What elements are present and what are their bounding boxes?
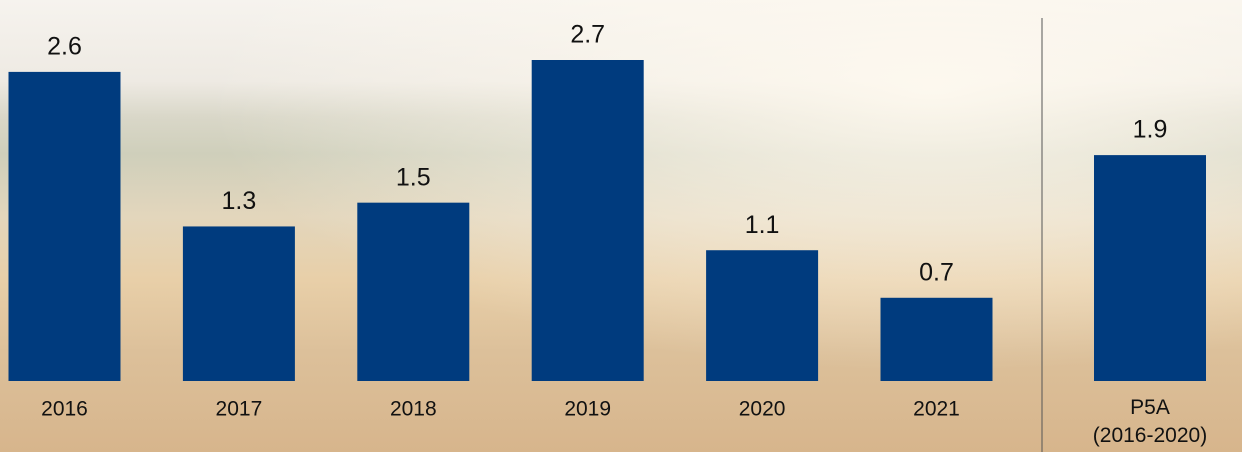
x-tick-label: 2021 — [913, 398, 960, 421]
x-tick-label: 2016 — [41, 398, 88, 421]
bar — [531, 60, 644, 381]
value-label: 2.7 — [570, 21, 605, 49]
bar — [357, 202, 470, 381]
x-tick-label: 2019 — [564, 398, 611, 421]
value-label: 1.5 — [396, 163, 431, 191]
bar — [706, 250, 819, 381]
value-label: 1.9 — [1133, 116, 1168, 144]
bar — [1094, 155, 1206, 381]
value-label: 1.1 — [745, 211, 780, 239]
bar — [8, 71, 121, 381]
bar — [880, 297, 993, 381]
x-tick-label-line: (2016-2020) — [1093, 424, 1207, 447]
x-tick-label: 2017 — [216, 398, 263, 421]
x-tick-label: 2018 — [390, 398, 437, 421]
value-label: 2.6 — [47, 32, 82, 60]
bar — [182, 226, 295, 381]
value-label: 0.7 — [919, 258, 954, 286]
x-tick-label: P5A (2016-2020) — [1093, 396, 1207, 447]
x-tick-label: 2020 — [739, 398, 786, 421]
value-label: 1.3 — [222, 187, 257, 215]
x-tick-label-line: P5A — [1130, 396, 1170, 419]
